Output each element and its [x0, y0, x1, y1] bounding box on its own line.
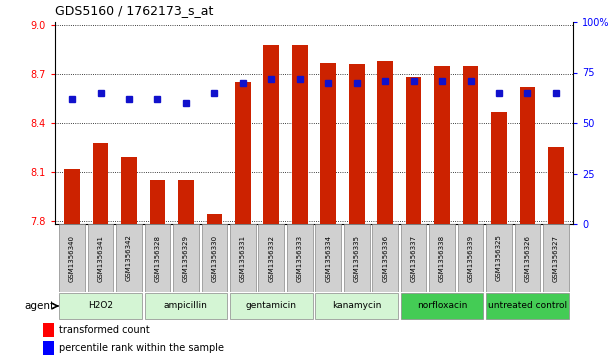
FancyBboxPatch shape — [59, 293, 142, 319]
FancyBboxPatch shape — [315, 224, 341, 292]
Bar — [235, 82, 251, 224]
Text: GSM1356338: GSM1356338 — [439, 234, 445, 282]
Bar — [519, 87, 535, 224]
FancyBboxPatch shape — [372, 224, 398, 292]
FancyBboxPatch shape — [458, 224, 483, 292]
FancyBboxPatch shape — [486, 293, 569, 319]
Text: kanamycin: kanamycin — [332, 302, 381, 310]
Bar — [463, 66, 478, 224]
FancyBboxPatch shape — [514, 224, 540, 292]
Text: GDS5160 / 1762173_s_at: GDS5160 / 1762173_s_at — [55, 4, 213, 17]
FancyBboxPatch shape — [287, 224, 313, 292]
Text: norfloxacin: norfloxacin — [417, 302, 467, 310]
FancyBboxPatch shape — [145, 293, 227, 319]
Bar — [349, 64, 365, 224]
Text: GSM1356325: GSM1356325 — [496, 234, 502, 281]
Text: GSM1356328: GSM1356328 — [155, 234, 161, 281]
FancyBboxPatch shape — [344, 224, 370, 292]
FancyBboxPatch shape — [145, 224, 170, 292]
Text: GSM1356329: GSM1356329 — [183, 234, 189, 281]
FancyBboxPatch shape — [88, 224, 114, 292]
Text: GSM1356331: GSM1356331 — [240, 234, 246, 282]
Text: GSM1356340: GSM1356340 — [69, 234, 75, 281]
Text: GSM1356341: GSM1356341 — [98, 234, 103, 281]
Text: GSM1356332: GSM1356332 — [268, 234, 274, 281]
Text: GSM1356342: GSM1356342 — [126, 234, 132, 281]
Text: GSM1356339: GSM1356339 — [467, 234, 474, 282]
Text: GSM1356326: GSM1356326 — [524, 234, 530, 281]
Bar — [263, 45, 279, 224]
Bar — [43, 340, 54, 355]
Bar — [292, 45, 307, 224]
Bar — [150, 180, 166, 224]
Text: ampicillin: ampicillin — [164, 302, 208, 310]
Bar — [178, 180, 194, 224]
Bar — [207, 214, 222, 224]
Text: H2O2: H2O2 — [88, 302, 113, 310]
Bar — [491, 111, 507, 224]
Text: transformed count: transformed count — [59, 325, 150, 335]
Text: untreated control: untreated control — [488, 302, 567, 310]
Text: gentamicin: gentamicin — [246, 302, 297, 310]
Bar — [434, 66, 450, 224]
Bar — [93, 143, 108, 224]
FancyBboxPatch shape — [116, 224, 142, 292]
Bar — [64, 168, 80, 224]
Text: agent: agent — [24, 301, 54, 311]
Text: GSM1356333: GSM1356333 — [297, 234, 303, 282]
FancyBboxPatch shape — [230, 224, 255, 292]
FancyBboxPatch shape — [173, 224, 199, 292]
FancyBboxPatch shape — [401, 293, 483, 319]
Text: GSM1356330: GSM1356330 — [211, 234, 218, 282]
Bar — [548, 147, 564, 224]
Text: GSM1356334: GSM1356334 — [325, 234, 331, 281]
Text: GSM1356336: GSM1356336 — [382, 234, 388, 282]
Bar — [406, 77, 422, 224]
Text: GSM1356335: GSM1356335 — [354, 234, 360, 281]
FancyBboxPatch shape — [430, 224, 455, 292]
Text: GSM1356337: GSM1356337 — [411, 234, 417, 282]
FancyBboxPatch shape — [59, 224, 85, 292]
FancyBboxPatch shape — [202, 224, 227, 292]
FancyBboxPatch shape — [315, 293, 398, 319]
Text: percentile rank within the sample: percentile rank within the sample — [59, 343, 224, 353]
FancyBboxPatch shape — [230, 293, 313, 319]
Bar — [121, 157, 137, 224]
Text: GSM1356327: GSM1356327 — [553, 234, 559, 281]
Bar — [378, 61, 393, 224]
Bar — [320, 63, 336, 224]
Bar — [43, 323, 54, 337]
FancyBboxPatch shape — [401, 224, 426, 292]
FancyBboxPatch shape — [486, 224, 512, 292]
FancyBboxPatch shape — [258, 224, 284, 292]
FancyBboxPatch shape — [543, 224, 569, 292]
